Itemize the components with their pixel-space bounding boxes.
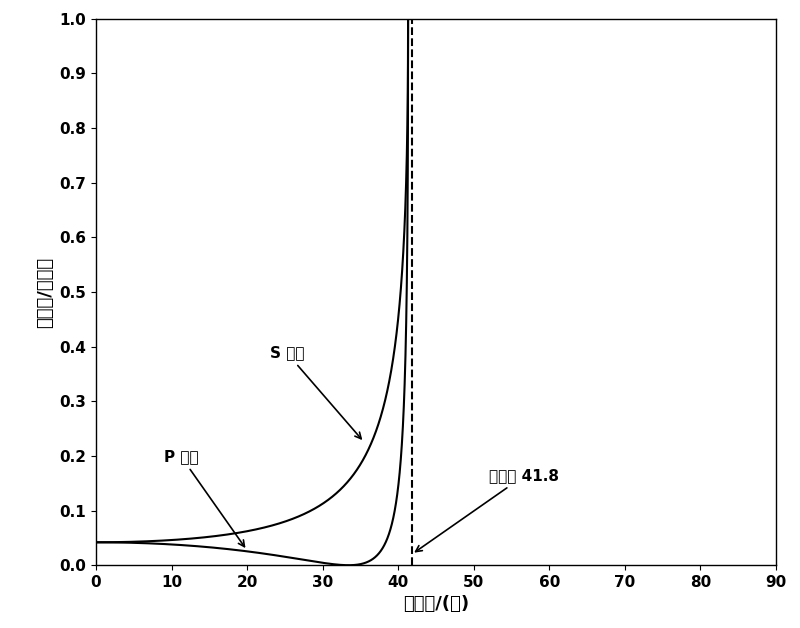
Y-axis label: 反射率/归一化: 反射率/归一化 bbox=[36, 256, 54, 328]
Text: P 偏振: P 偏振 bbox=[164, 450, 245, 546]
Text: 临界角 41.8: 临界角 41.8 bbox=[416, 468, 559, 551]
X-axis label: 入射角/(度): 入射角/(度) bbox=[403, 595, 469, 614]
Text: S 偏振: S 偏振 bbox=[270, 345, 361, 439]
